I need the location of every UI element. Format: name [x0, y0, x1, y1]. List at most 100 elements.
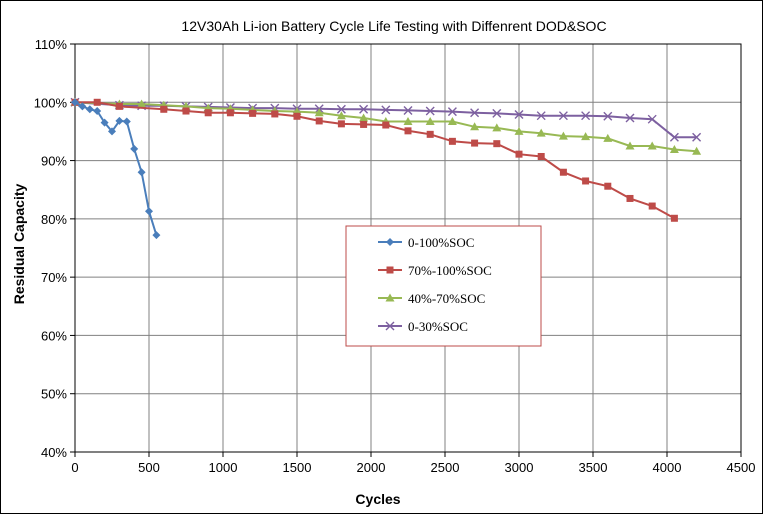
series-line: [74, 101, 697, 153]
legend-marker: [385, 293, 395, 302]
legend-label: 40%-70%SOC: [408, 291, 485, 306]
marker-stroke: [381, 105, 391, 115]
data-point: [160, 105, 168, 113]
data-point: [603, 111, 613, 121]
data-point: [293, 112, 301, 120]
data-point: [382, 121, 390, 129]
y-tick-label: 40%: [41, 445, 67, 460]
data-point: [145, 207, 153, 216]
data-point: [359, 104, 369, 114]
data-point: [536, 111, 546, 121]
data-point: [315, 117, 323, 125]
marker-stroke: [425, 106, 435, 116]
data-point: [71, 98, 79, 107]
data-point: [492, 108, 502, 118]
data-point: [625, 113, 635, 123]
data-point: [204, 109, 212, 117]
data-point: [692, 132, 702, 142]
legend-item: 0-30%SOC: [378, 319, 468, 334]
x-axis-ticks: 0 500 1000 1500 2000 2500 3000 3500 4000 4500: [71, 452, 755, 475]
data-point: [648, 202, 656, 210]
data-point: [515, 150, 523, 158]
y-tick-label: 80%: [41, 212, 67, 227]
marker-stroke: [581, 111, 591, 121]
x-tick-label: 0: [71, 460, 78, 475]
marker-stroke: [385, 321, 395, 331]
data-point: [336, 104, 346, 114]
y-tick-label: 110%: [35, 37, 68, 52]
data-point: [447, 107, 457, 117]
series-0-100%SOC: [71, 98, 161, 240]
legend-label: 0-30%SOC: [408, 319, 468, 334]
data-point: [271, 110, 279, 118]
data-point: [381, 105, 391, 115]
legend-item: 0-100%SOC: [378, 235, 474, 250]
data-point: [152, 231, 161, 240]
legend-item: 40%-70%SOC: [378, 291, 485, 306]
data-point: [93, 107, 102, 116]
data-point: [425, 117, 435, 126]
marker-stroke: [692, 132, 702, 142]
data-point: [514, 110, 524, 120]
y-tick-label: 100%: [34, 95, 68, 110]
data-point: [582, 177, 590, 185]
data-point: [137, 99, 147, 108]
data-point: [558, 111, 568, 121]
data-point: [115, 116, 124, 125]
data-point: [359, 113, 369, 122]
y-axis-ticks: 40% 50% 60% 70% 80% 90% 100% 110%: [34, 37, 75, 460]
legend: 0-100%SOC 70%-100%SOC 40%-70%SOC 0-30%SOC: [345, 225, 542, 347]
y-tick-label: 70%: [41, 270, 67, 285]
marker-stroke: [558, 111, 568, 121]
marker-stroke: [447, 107, 457, 117]
x-tick-label: 1000: [209, 460, 238, 475]
data-point: [78, 102, 87, 111]
y-axis-label: Residual Capacity: [11, 183, 27, 304]
series-70%-100%SOC: [71, 98, 678, 222]
data-point: [403, 105, 413, 115]
data-point: [137, 168, 146, 177]
data-point: [403, 117, 413, 126]
x-tick-label: 3500: [579, 460, 608, 475]
marker-stroke: [647, 114, 657, 124]
data-point: [122, 117, 131, 126]
legend-marker: [385, 321, 395, 331]
data-point: [670, 214, 678, 222]
data-point: [425, 106, 435, 116]
data-point: [448, 137, 456, 145]
data-point: [93, 98, 101, 106]
legend-items: 0-100%SOC 70%-100%SOC 40%-70%SOC 0-30%SOC: [378, 235, 492, 334]
legend-label: 0-100%SOC: [408, 235, 474, 250]
x-tick-label: 500: [138, 460, 160, 475]
data-point: [360, 120, 368, 128]
plot-area-frame: [74, 43, 742, 453]
data-point: [337, 120, 345, 128]
x-axis-label: Cycles: [355, 491, 400, 507]
data-point: [226, 109, 234, 117]
data-point: [404, 127, 412, 135]
x-tick-label: 2000: [357, 460, 386, 475]
y-tick-label: 50%: [41, 387, 67, 402]
data-point: [514, 126, 524, 135]
data-point: [493, 140, 501, 148]
data-point: [100, 118, 109, 127]
data-point: [314, 108, 324, 117]
marker-stroke: [603, 111, 613, 121]
data-point: [470, 108, 480, 118]
data-point: [85, 105, 94, 114]
data-point: [536, 128, 546, 137]
data-point: [447, 117, 457, 126]
legend-label: 70%-100%SOC: [408, 263, 492, 278]
y-tick-label: 60%: [41, 328, 67, 343]
data-point: [581, 111, 591, 121]
data-point: [537, 152, 545, 160]
data-point: [626, 194, 634, 202]
x-tick-label: 4000: [653, 460, 682, 475]
marker-stroke: [359, 104, 369, 114]
data-point: [182, 107, 190, 115]
data-point: [625, 141, 635, 150]
data-point: [692, 146, 702, 155]
legend-item: 70%-100%SOC: [378, 263, 492, 278]
